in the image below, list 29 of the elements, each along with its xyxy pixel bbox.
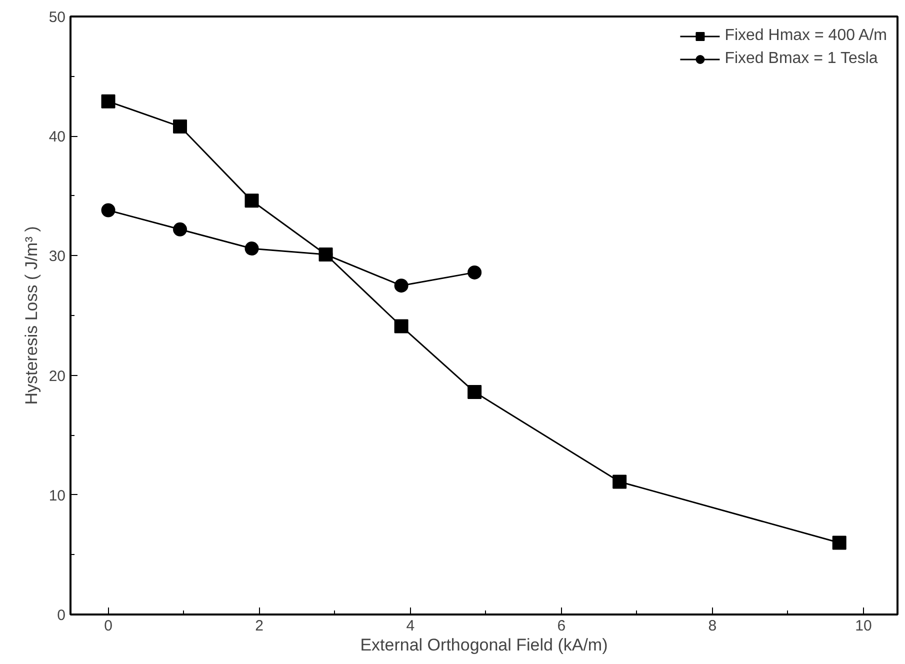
legend-label: Fixed Hmax = 400 A/m bbox=[724, 27, 887, 45]
point bbox=[832, 536, 846, 550]
x-axis-title: External Orthogonal Field (kA/m) bbox=[360, 636, 608, 654]
y-axis-title: Hysteresis Loss ( J/m³ ) bbox=[22, 226, 41, 405]
x-tick-label: 10 bbox=[855, 618, 872, 634]
y-tick-label: 50 bbox=[48, 9, 66, 26]
y-tick-label: 40 bbox=[48, 128, 66, 146]
x-tick-label: 6 bbox=[557, 618, 566, 634]
point bbox=[173, 120, 188, 134]
point bbox=[244, 242, 259, 256]
point bbox=[173, 222, 188, 236]
point bbox=[468, 265, 482, 280]
y-tick-label: 10 bbox=[48, 487, 66, 504]
y-tick-label: 30 bbox=[48, 248, 66, 266]
point bbox=[318, 248, 333, 262]
legend-label: Fixed Bmax = 1 Tesla bbox=[724, 50, 878, 68]
point bbox=[468, 385, 482, 400]
y-tick-label: 20 bbox=[48, 368, 66, 385]
point bbox=[101, 203, 116, 218]
x-tick-label: 8 bbox=[708, 618, 717, 634]
x-tick-label: 4 bbox=[406, 618, 415, 634]
x-tick-label: 0 bbox=[104, 618, 112, 634]
point bbox=[612, 474, 627, 489]
point bbox=[394, 319, 408, 334]
point bbox=[244, 194, 259, 208]
point bbox=[101, 94, 116, 108]
point bbox=[394, 278, 408, 293]
y-tick-label: 0 bbox=[57, 607, 66, 624]
x-tick-label: 2 bbox=[255, 618, 264, 634]
